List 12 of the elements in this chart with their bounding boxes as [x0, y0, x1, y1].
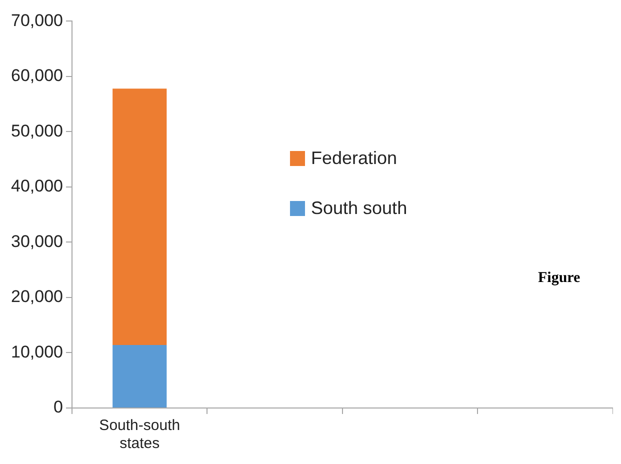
y-tick-label: 20,000	[10, 287, 63, 306]
legend-label: South south	[311, 198, 408, 219]
x-tick-label: South-south states	[99, 417, 180, 452]
y-tick-label: 0	[54, 398, 63, 417]
legend-label: Federation	[311, 148, 398, 169]
y-tick-label: 40,000	[10, 176, 63, 196]
y-tick-label: 50,000	[10, 121, 63, 140]
y-tick-label: 30,000	[10, 232, 63, 251]
y-tick-label: 70,000	[10, 10, 63, 30]
y-tick-label: 60,000	[10, 66, 63, 86]
annotation: Figure	[538, 270, 580, 287]
y-tick-label: 10,000	[10, 342, 63, 362]
